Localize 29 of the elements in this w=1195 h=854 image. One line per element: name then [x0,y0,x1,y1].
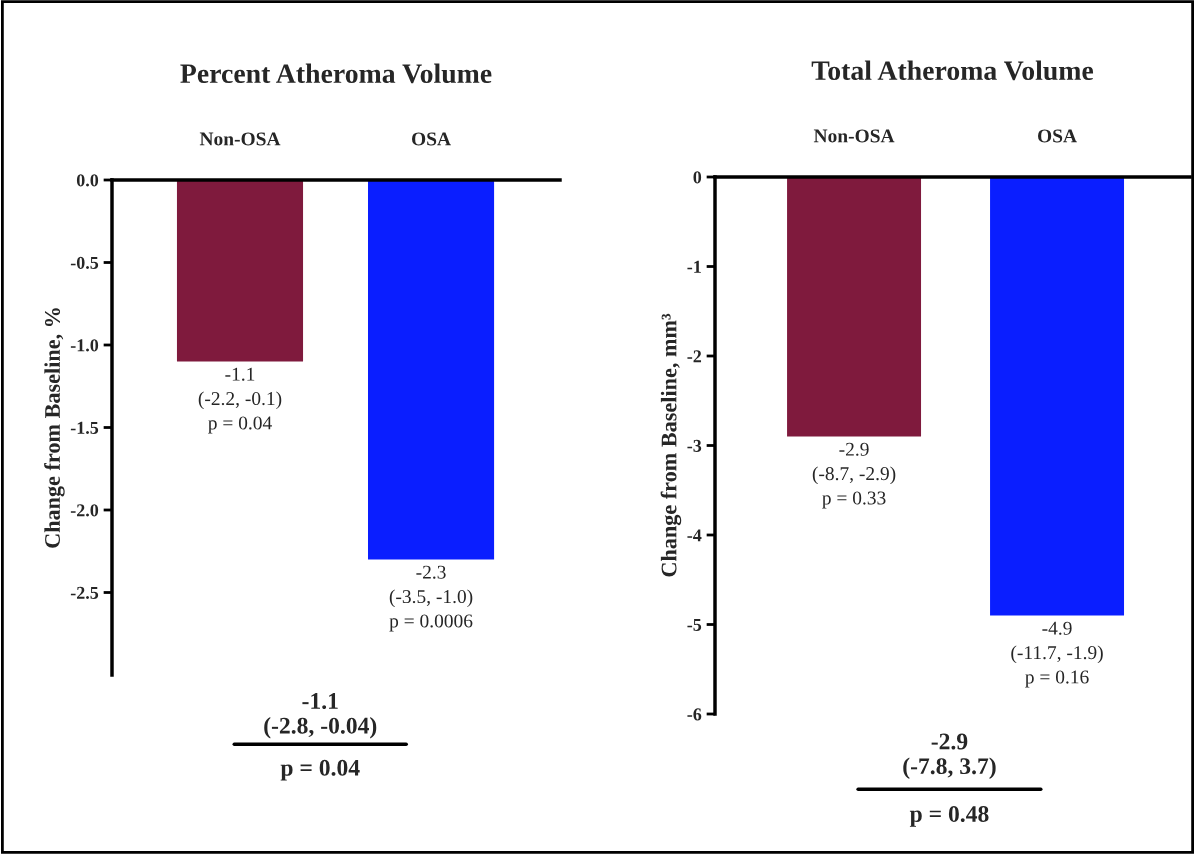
y-tick-label: -1 [687,260,701,273]
text: -1.1 (-2.8, -0.04) [264,693,377,739]
x-tick-label: OSA [412,132,451,146]
text: -2.9 (-7.8, 3.7) [903,733,996,779]
y-tick-label: -5 [687,618,702,631]
chart-title: Percent Atheroma Volume [180,63,492,84]
x-tick-label: Non-OSA [199,132,281,146]
y-tick-label: -2.0 [70,504,99,517]
data-label: -2.3 (-3.5, -1.0) p = 0.0006 [389,565,473,632]
y-tick-label: 0.0 [76,174,99,187]
y-tick-label: -6 [687,708,702,721]
x-tick-label: Non-OSA [813,129,895,143]
y-tick-label: 0 [693,171,702,184]
y-tick-label: -2 [687,350,702,363]
text: p = 0.48 [909,805,989,827]
y-axis-title: Change from Baseline, % [44,308,65,548]
y-tick-label: -1.0 [70,339,99,352]
data-label: -4.9 (-11.7, -1.9) p = 0.16 [1011,621,1103,688]
y-axis-title: Change from Baseline, mm³ [660,313,682,577]
y-tick-label: -2.5 [70,586,99,600]
text: p = 0.04 [280,759,360,781]
y-tick-label: -4 [687,529,702,542]
x-tick-label: OSA [1038,129,1077,143]
data-label: -2.9 (-8.7, -2.9) p = 0.33 [812,442,896,509]
y-tick-label: -3 [687,439,702,452]
data-label: -1.1 (-2.2, -0.1) p = 0.04 [198,367,282,434]
y-tick-label: -0.5 [70,256,99,270]
y-tick-label: -1.5 [70,421,99,435]
chart-title: Total Atheroma Volume [811,60,1094,81]
